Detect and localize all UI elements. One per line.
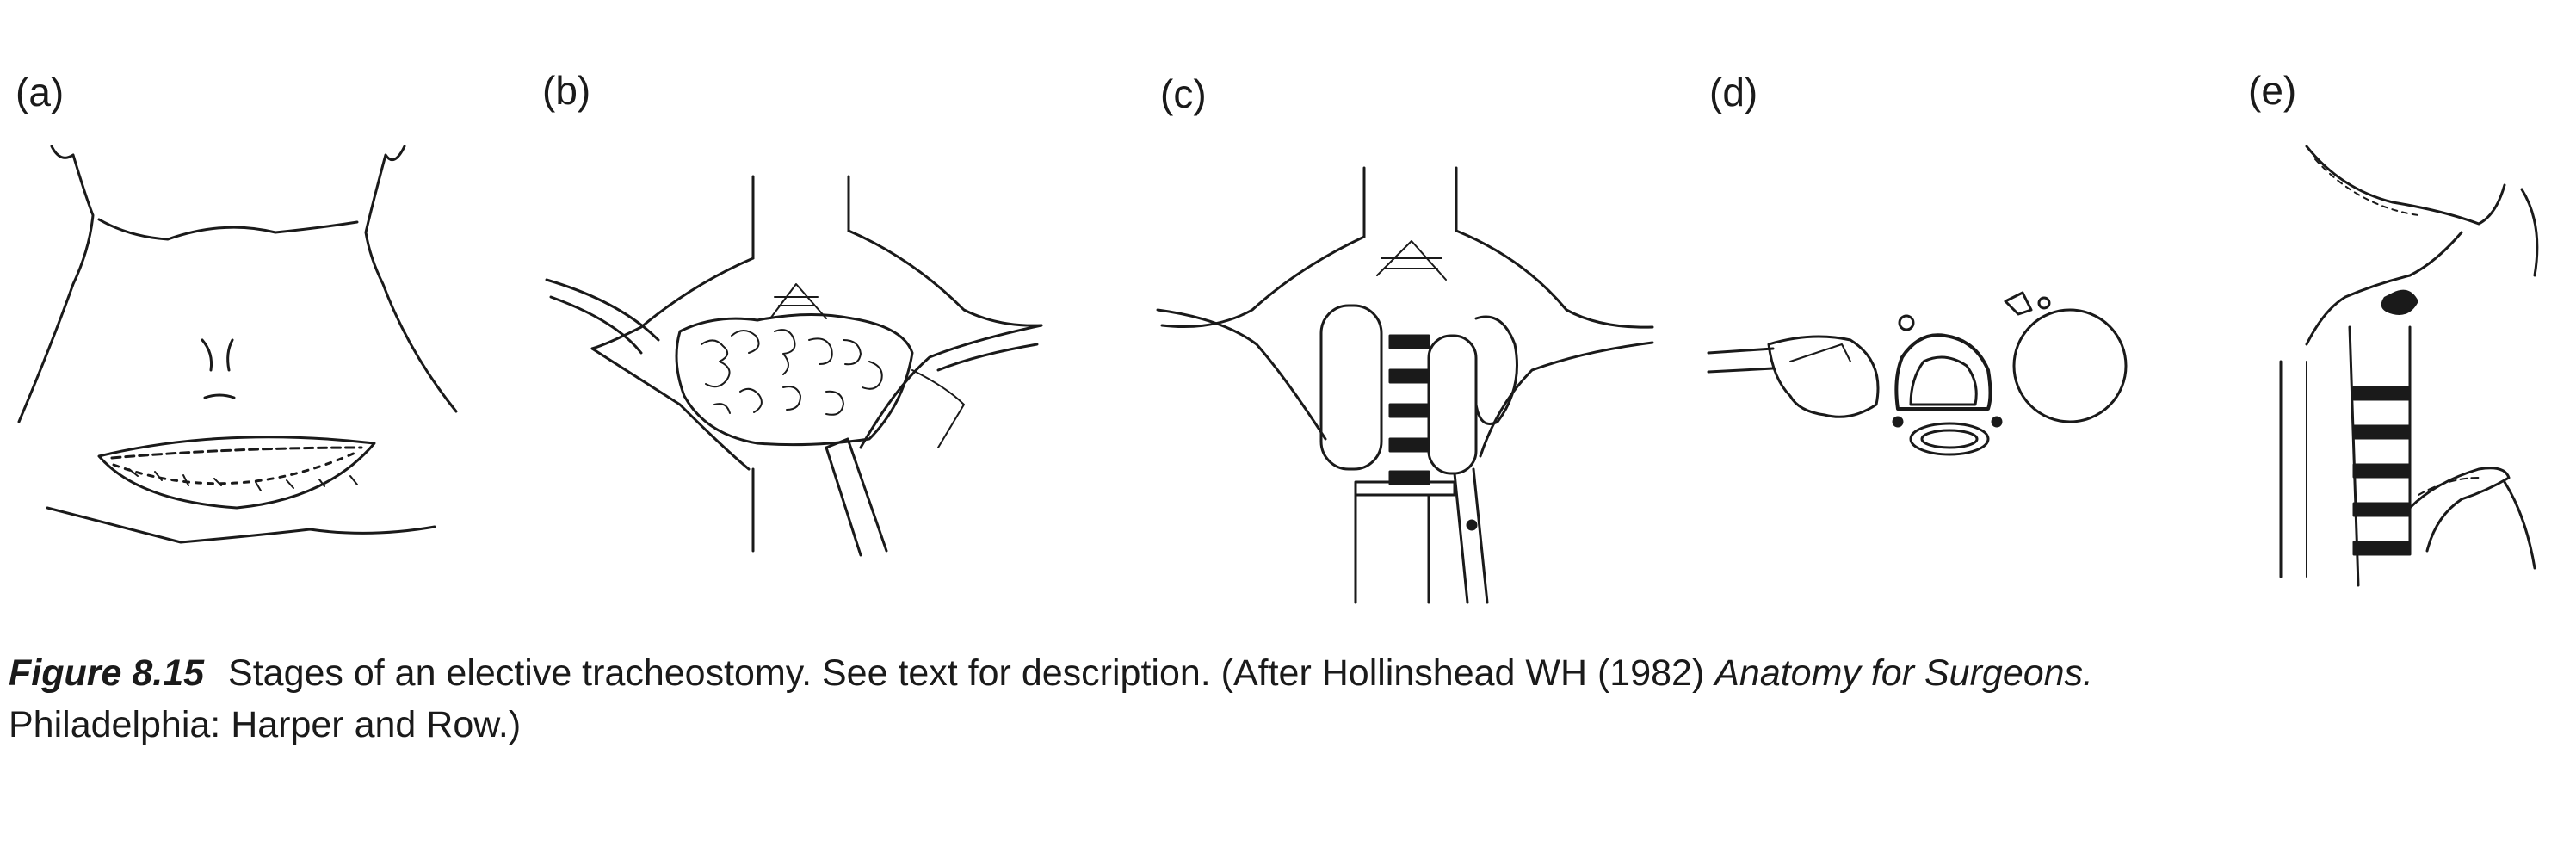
- caption-text-line2: Philadelphia: Harper and Row.): [9, 704, 522, 745]
- panel-label-b: (b): [542, 68, 591, 113]
- panel-label-e: (e): [2248, 68, 2297, 113]
- panel-label-a: (a): [15, 70, 65, 114]
- panel-label-c: (c): [1160, 71, 1207, 116]
- panel-label-d: (d): [1709, 70, 1758, 114]
- book-title: Anatomy for Surgeons.: [1714, 652, 2094, 694]
- panel-e-sagittal-view: [2279, 145, 2539, 587]
- caption-text: Stages of an elective tracheostomy. See …: [228, 652, 1715, 694]
- tracheostomy-illustration: [17, 145, 2539, 604]
- panel-d-cross-section: [1707, 291, 2128, 456]
- panel-a-neck-incision: [17, 145, 458, 544]
- figure-number: Figure 8.15: [9, 652, 205, 694]
- panel-b-thyroid-exposure: [545, 175, 1043, 557]
- panel-c-tracheal-rings: [1156, 166, 1654, 604]
- figure-caption: Figure 8.15 Stages of an elective tracheo…: [9, 647, 2565, 751]
